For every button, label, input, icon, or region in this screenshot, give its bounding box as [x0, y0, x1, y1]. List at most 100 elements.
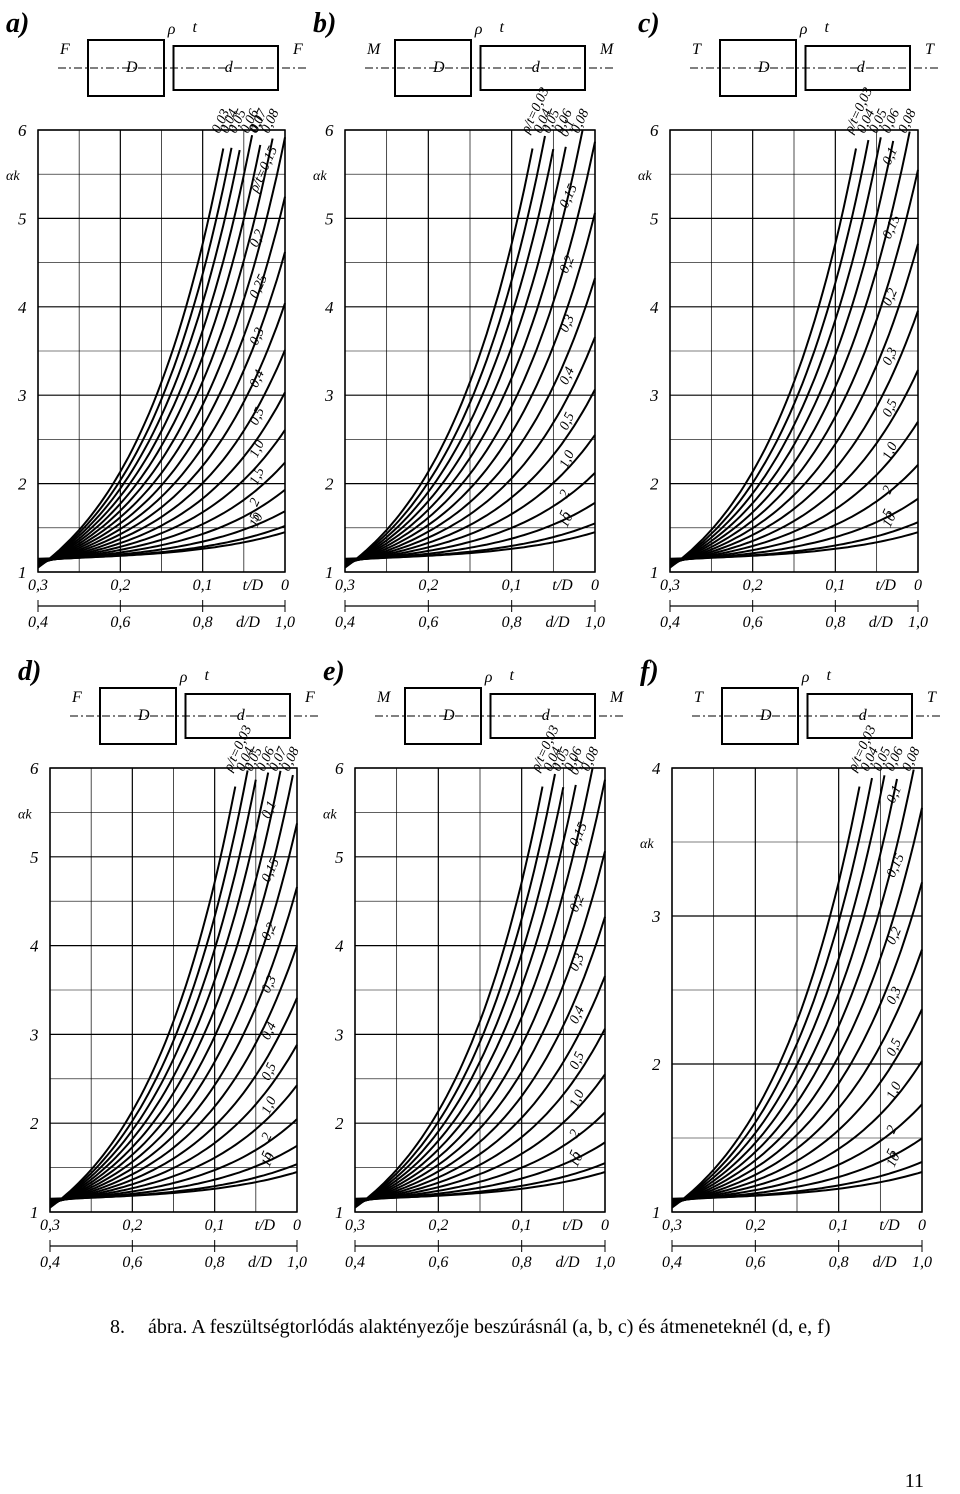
curve-label: 1,0	[884, 1080, 905, 1102]
curve	[354, 916, 606, 1205]
x-tick-label: 0,2	[110, 577, 130, 594]
curve	[37, 134, 254, 567]
y-tick-label: 4	[335, 937, 344, 956]
curve	[354, 1171, 606, 1200]
curve-label: 2	[567, 1127, 584, 1140]
x-tick-label: 0,1	[193, 577, 213, 594]
curve-label: 0,08	[896, 107, 920, 136]
curve	[37, 144, 262, 567]
curve-label: 0,1	[884, 783, 905, 805]
y-tick-label: 2	[652, 1055, 661, 1074]
diagram-label: t	[827, 667, 832, 684]
diagram-label: ρ	[474, 21, 483, 38]
diagram-label: d	[225, 59, 234, 76]
curve-label: 2	[247, 496, 264, 509]
curve	[49, 886, 298, 1205]
curve	[669, 139, 870, 568]
curve-label: ρ/t=0,15	[247, 144, 281, 195]
panel-label: d)	[18, 656, 41, 687]
caption: 8. ábra. A feszültségtorlódás alaktényező…	[110, 1314, 910, 1340]
x-tick-label: 0	[918, 1217, 926, 1234]
y-tick-label: 4	[652, 759, 661, 778]
curve	[49, 823, 298, 1205]
x-tick-label: 0,1	[502, 577, 522, 594]
caption-text: ábra. A feszültségtorlódás alaktényezője…	[148, 1316, 831, 1338]
curve	[37, 138, 274, 566]
diagram-label: t	[510, 667, 515, 684]
curve	[49, 779, 257, 1208]
x-tick-label: t/D	[243, 577, 264, 594]
x-tick-label: 0,4	[660, 614, 680, 631]
y-tick-label: 3	[649, 386, 659, 405]
curve	[37, 149, 241, 568]
x-tick-label: 0,3	[28, 577, 48, 594]
curve-label: 10	[567, 1151, 587, 1170]
curve-label: 0,3	[880, 346, 901, 368]
curve	[49, 770, 249, 1208]
curve-label: 0,3	[259, 973, 280, 995]
x-tick-label: 0,2	[743, 577, 763, 594]
x-tick-label: 0,8	[502, 614, 522, 631]
x-tick-label: 0,1	[829, 1217, 849, 1234]
x-tick-label: 0,6	[743, 614, 763, 631]
y-tick-label: 1	[335, 1203, 344, 1222]
curve	[671, 778, 898, 1207]
frame	[669, 129, 919, 573]
curve-label: 0,1	[247, 113, 268, 135]
diagram-label: ρ	[801, 669, 810, 686]
x-tick-label: 1,0	[275, 614, 295, 631]
diagram-label: d	[857, 59, 866, 76]
curve	[354, 787, 565, 1208]
curve-label: 0,1	[567, 755, 588, 777]
curve	[671, 949, 923, 1204]
curve-label: 0,2	[259, 921, 280, 943]
curve-label: 1,0	[247, 438, 268, 460]
curve	[37, 349, 286, 564]
x-tick-label: 0,8	[512, 1254, 532, 1271]
diagram-label: t	[205, 667, 210, 684]
curve-label: 1,0	[557, 448, 578, 470]
curve-label: 0,5	[259, 1061, 280, 1083]
x-tick-label: 0,2	[428, 1217, 448, 1234]
x-tick-label: 0,1	[205, 1217, 225, 1234]
y-tick-label: 5	[335, 848, 344, 867]
curve	[354, 786, 544, 1209]
curve	[344, 148, 534, 569]
shaft-large	[87, 39, 165, 97]
shaft-large	[99, 687, 177, 745]
y-tick-label: 2	[335, 1114, 344, 1133]
curve	[49, 997, 298, 1204]
curve	[671, 807, 923, 1206]
shaft-large	[394, 39, 472, 97]
frame	[354, 767, 606, 1213]
curve	[669, 421, 919, 563]
curve	[37, 531, 286, 560]
curve-label: 0,4	[557, 365, 578, 387]
curve-label: 2	[259, 1131, 276, 1144]
diagram-label: T	[925, 41, 935, 58]
curve	[671, 882, 923, 1205]
x-tick-label: 0,4	[662, 1254, 682, 1271]
curve-label: 2	[884, 1123, 901, 1136]
x-tick-label: 0,6	[745, 1254, 765, 1271]
curve	[354, 784, 577, 1207]
curve	[669, 140, 895, 567]
curve	[344, 531, 596, 560]
curve	[669, 369, 919, 564]
y-axis-label: αk	[640, 837, 654, 852]
curve-label: 0,1	[880, 145, 901, 167]
x-tick-label: 0,3	[660, 577, 680, 594]
curve-label: 0,08	[900, 745, 924, 774]
curve	[49, 786, 237, 1209]
x-tick-label: 1,0	[912, 1254, 932, 1271]
diagram-label: T	[694, 689, 704, 706]
x-tick-label: 1,0	[287, 1254, 307, 1271]
curve	[344, 212, 596, 565]
curve-label: 1,5	[247, 465, 268, 487]
x-tick-label: 0	[281, 577, 289, 594]
y-axis-label: αk	[323, 807, 337, 822]
diagram-label: ρ	[799, 21, 808, 38]
curve-label: 10	[884, 1151, 904, 1170]
y-tick-label: 1	[325, 563, 334, 582]
